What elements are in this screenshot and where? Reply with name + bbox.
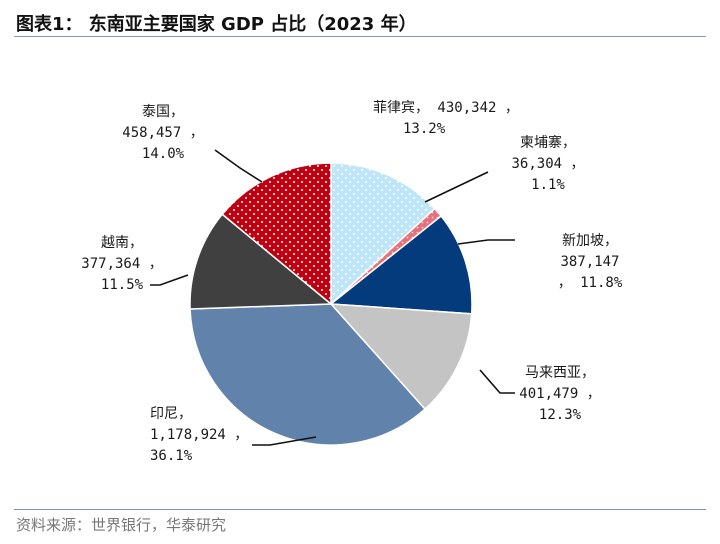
bottom-rule [14, 509, 706, 510]
top-rule [14, 36, 706, 37]
data-label-2: 柬埔寨， 36,304 ， 1.1% [511, 134, 584, 193]
leader-line-5 [252, 436, 317, 446]
leader-line-2 [424, 171, 489, 203]
source-note: 资料来源：世界银行，华泰研究 [16, 516, 227, 534]
data-label-4: 马来西亚， 401,479 ， 12.3% [519, 365, 600, 423]
leader-line-3 [457, 239, 515, 245]
pie-slice-3 [329, 214, 473, 315]
pie-slice-5 [189, 303, 427, 446]
pie-slice-1 [330, 162, 436, 306]
leader-line-6 [150, 274, 189, 286]
data-label-1: 菲律宾， 430,342 ， 13.2% [373, 100, 519, 137]
pie-slice-6 [189, 213, 334, 310]
data-label-7: 泰国， 458,457 ， 14.0% [122, 104, 203, 162]
data-label-6: 越南， 377,364 ， 11.5% [81, 235, 162, 293]
pie-slice-7 [221, 162, 332, 306]
data-label-5: 印尼， 1,178,924 ， 36.1% [150, 406, 248, 464]
pie-slice-4 [329, 303, 473, 411]
leader-line-7 [214, 149, 263, 183]
figure-title: 图表1： 东南亚主要国家 GDP 占比（2023 年） [16, 14, 417, 35]
data-label-3: 新加坡， 387,147， 11.8% [558, 233, 623, 291]
leader-line-4 [479, 369, 515, 394]
